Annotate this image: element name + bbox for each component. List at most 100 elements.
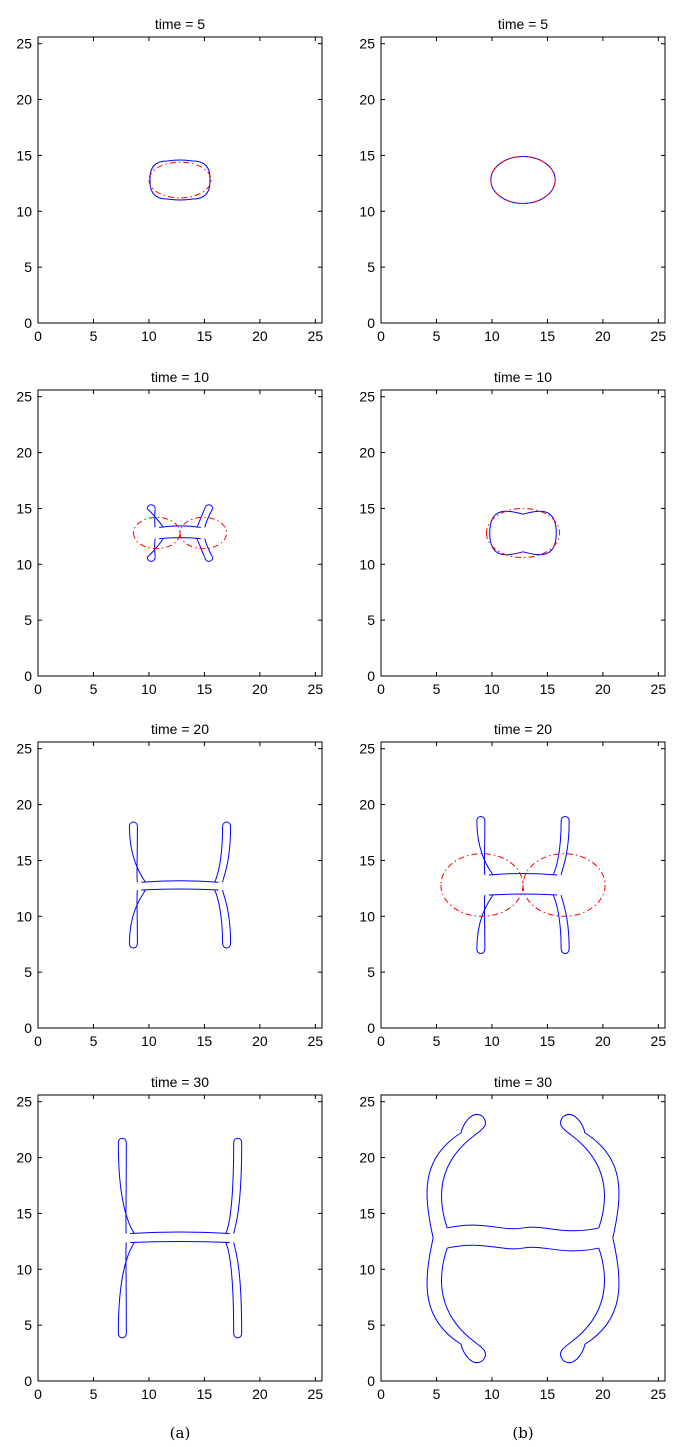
axes-frame — [380, 36, 666, 324]
x-tick-label: 10 — [141, 328, 157, 344]
y-tick-label: 20 — [359, 1150, 375, 1166]
y-tick-label: 5 — [367, 964, 375, 980]
y-tick-label: 25 — [359, 36, 375, 52]
axes-frame — [37, 389, 323, 677]
y-tick-label: 0 — [24, 1373, 32, 1389]
y-tick-label: 0 — [367, 668, 375, 684]
x-tick-label: 20 — [595, 681, 611, 697]
y-tick-label: 5 — [24, 964, 32, 980]
y-tick-label: 20 — [359, 797, 375, 813]
y-tick-label: 10 — [16, 203, 32, 219]
x-tick-label: 20 — [595, 1386, 611, 1402]
x-tick-label: 0 — [377, 328, 385, 344]
chart-title: time = 30 — [151, 1074, 209, 1090]
y-tick-label: 25 — [16, 1094, 32, 1110]
x-tick-label: 25 — [308, 1033, 324, 1049]
x-tick-label: 5 — [90, 328, 98, 344]
y-tick-label: 15 — [16, 147, 32, 163]
y-tick-label: 25 — [359, 741, 375, 757]
reference-curve — [485, 507, 561, 559]
x-tick-label: 25 — [308, 681, 324, 697]
chart-panel: time = 5 0 5 10 15 20 25 0 5 10 15 20 25 — [16, 16, 323, 344]
x-tick-label: 5 — [433, 681, 441, 697]
axes-frame — [37, 36, 323, 324]
y-tick-label: 20 — [359, 92, 375, 108]
x-tick-label: 5 — [90, 681, 98, 697]
interface-curve — [117, 1137, 243, 1339]
y-tick-label: 15 — [359, 1205, 375, 1221]
y-tick-label: 5 — [24, 612, 32, 628]
y-tick-label: 15 — [16, 852, 32, 868]
y-tick-label: 25 — [359, 389, 375, 405]
y-tick-label: 10 — [16, 556, 32, 572]
x-tick-label: 5 — [90, 1386, 98, 1402]
interface-curve — [426, 1114, 620, 1364]
x-tick-label: 25 — [651, 1033, 667, 1049]
x-tick-label: 10 — [484, 1386, 500, 1402]
x-tick-label: 0 — [377, 681, 385, 697]
x-tick-label: 15 — [197, 1386, 213, 1402]
x-tick-label: 10 — [484, 681, 500, 697]
y-tick-label: 20 — [16, 797, 32, 813]
y-tick-label: 0 — [367, 315, 375, 331]
x-tick-label: 15 — [197, 681, 213, 697]
y-tick-label: 15 — [16, 500, 32, 516]
x-tick-label: 5 — [433, 1033, 441, 1049]
y-tick-label: 15 — [359, 500, 375, 516]
x-tick-label: 15 — [540, 328, 556, 344]
x-tick-label: 25 — [308, 1386, 324, 1402]
chart-panel: time = 10 0 5 10 15 20 25 0 5 10 15 20 25 — [16, 369, 323, 697]
y-tick-label: 5 — [24, 259, 32, 275]
reference-curve — [148, 161, 212, 199]
chart-title: time = 5 — [155, 16, 205, 32]
y-tick-label: 10 — [16, 1261, 32, 1277]
x-tick-label: 20 — [252, 681, 268, 697]
y-tick-label: 15 — [359, 852, 375, 868]
y-tick-label: 25 — [16, 741, 32, 757]
reference-curve — [132, 516, 228, 550]
x-tick-label: 0 — [377, 1386, 385, 1402]
x-tick-label: 0 — [34, 681, 42, 697]
x-tick-label: 5 — [433, 328, 441, 344]
x-tick-label: 20 — [252, 328, 268, 344]
y-tick-label: 0 — [24, 1020, 32, 1036]
interface-curve — [476, 815, 570, 955]
interface-curve — [489, 510, 557, 556]
x-tick-label: 0 — [34, 1033, 42, 1049]
x-tick-label: 15 — [197, 1033, 213, 1049]
chart-panel: time = 30 0 5 10 15 20 25 0 5 10 15 20 25 — [359, 1074, 666, 1402]
axes-frame — [37, 1094, 323, 1382]
y-tick-label: 5 — [367, 612, 375, 628]
x-tick-label: 5 — [90, 1033, 98, 1049]
axes-frame — [380, 741, 666, 1029]
y-tick-label: 5 — [24, 1317, 32, 1333]
x-tick-label: 10 — [141, 1033, 157, 1049]
axes-frame — [380, 389, 666, 677]
interface-curve — [149, 159, 211, 201]
panel-caption: (a) — [170, 1424, 191, 1442]
x-tick-label: 0 — [34, 328, 42, 344]
chart-title: time = 10 — [151, 369, 209, 385]
chart-title: time = 20 — [494, 721, 552, 737]
x-tick-label: 10 — [141, 1386, 157, 1402]
x-tick-label: 10 — [141, 681, 157, 697]
x-tick-label: 20 — [595, 328, 611, 344]
chart-title: time = 10 — [494, 369, 552, 385]
y-tick-label: 20 — [359, 445, 375, 461]
panel-caption: (b) — [512, 1424, 533, 1442]
y-tick-label: 0 — [367, 1373, 375, 1389]
y-tick-label: 10 — [359, 556, 375, 572]
x-tick-label: 0 — [377, 1033, 385, 1049]
reference-curve — [490, 156, 556, 204]
y-tick-label: 10 — [16, 908, 32, 924]
x-tick-label: 15 — [540, 1386, 556, 1402]
chart-panel: time = 20 0 5 10 15 20 25 0 5 10 15 20 25 — [359, 721, 666, 1049]
x-tick-label: 10 — [484, 328, 500, 344]
chart-panel: time = 5 0 5 10 15 20 25 0 5 10 15 20 25 — [359, 16, 666, 344]
interface-curve — [128, 821, 232, 949]
y-tick-label: 0 — [367, 1020, 375, 1036]
x-tick-label: 20 — [595, 1033, 611, 1049]
y-tick-label: 25 — [359, 1094, 375, 1110]
y-tick-label: 5 — [367, 259, 375, 275]
